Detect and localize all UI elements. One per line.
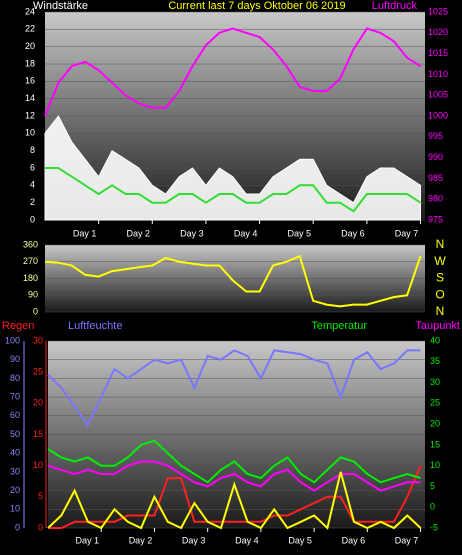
y-tick-label: 30	[10, 466, 20, 476]
x-tick-label: Day 5	[287, 228, 311, 238]
x-tick-label: Day 3	[182, 535, 206, 545]
y-tick-label: 5	[38, 491, 43, 501]
y-tick-label: 12	[25, 110, 35, 120]
y-tick-label: 24	[25, 6, 35, 16]
y-tick-label: 5	[430, 481, 435, 491]
y-tick-label: 14	[25, 93, 35, 103]
x-tick-label: Day 4	[235, 535, 259, 545]
y-tick-label: 0	[15, 522, 20, 532]
y-tick-label: 30	[33, 335, 43, 345]
y-tick-label: 50	[10, 429, 20, 439]
line	[47, 349, 421, 428]
y-tick-label: 1005	[428, 90, 448, 100]
y-tick-label: 0	[38, 522, 43, 532]
y-tick-label: 20	[33, 398, 43, 408]
y-tick-label: 1000	[428, 110, 448, 120]
y-tick-label: 990	[428, 152, 443, 162]
y-tick-label: 40	[10, 448, 20, 458]
x-tick-label: Day 2	[127, 228, 151, 238]
line	[47, 460, 421, 492]
legend-label: Luftfeuchte	[68, 320, 122, 332]
line	[47, 471, 422, 530]
x-tick-label: Day 6	[342, 535, 366, 545]
y-tick-label: 1010	[428, 69, 448, 79]
chart-title: Current last 7 days Oktober 06 2019	[168, 0, 345, 12]
y-tick-label: 18	[25, 58, 35, 68]
y-tick-label: N	[436, 237, 445, 251]
x-tick-label: Day 7	[395, 535, 419, 545]
y-tick-label: 22	[25, 24, 35, 34]
y-tick-label: 35	[430, 356, 440, 366]
y-tick-label: 60	[10, 410, 20, 420]
x-tick-label: Day 4	[234, 228, 258, 238]
y-tick-label: 16	[25, 76, 35, 86]
y-tick-label: 10	[10, 504, 20, 514]
y-tick-label: 8	[30, 145, 35, 155]
y-tick-label: -5	[430, 522, 438, 532]
legend-label: Regen	[2, 320, 34, 332]
x-tick-label: Day 1	[75, 535, 99, 545]
x-tick-label: Day 5	[288, 535, 312, 545]
legend-label: Luftdruck	[372, 0, 418, 12]
y-tick-label: W	[434, 254, 446, 268]
y-tick-label: S	[436, 271, 444, 285]
y-tick-label: 20	[10, 485, 20, 495]
y-tick-label: 15	[33, 429, 43, 439]
y-tick-label: 0	[430, 502, 435, 512]
y-tick-label: 6	[30, 162, 35, 172]
y-tick-label: 2	[30, 197, 35, 207]
y-tick-label: 70	[10, 391, 20, 401]
x-tick-label: Day 3	[180, 228, 204, 238]
x-tick-label: Day 1	[73, 228, 97, 238]
y-tick-label: 270	[23, 256, 38, 266]
line	[44, 254, 422, 308]
y-tick-label: 985	[428, 173, 443, 183]
y-tick-label: N	[436, 304, 445, 318]
line	[45, 167, 422, 213]
y-tick-label: 40	[430, 335, 440, 345]
line	[48, 465, 422, 529]
y-tick-label: 10	[430, 460, 440, 470]
y-tick-label: 90	[28, 290, 38, 300]
line	[44, 27, 422, 117]
y-tick-label: 20	[430, 418, 440, 428]
y-tick-label: 180	[23, 273, 38, 283]
x-tick-label: Day 2	[129, 535, 153, 545]
y-tick-label: 0	[30, 214, 35, 224]
y-tick-label: 1020	[428, 27, 448, 37]
legend-label: Taupunkt	[415, 320, 460, 332]
y-tick-label: 4	[30, 180, 35, 190]
y-tick-label: 80	[10, 373, 20, 383]
y-tick-label: 995	[428, 131, 443, 141]
y-tick-label: 1025	[428, 6, 448, 16]
y-tick-label: 975	[428, 214, 443, 224]
y-tick-label: 980	[428, 194, 443, 204]
y-tick-label: 10	[25, 128, 35, 138]
x-tick-label: Day 6	[341, 228, 365, 238]
y-tick-label: 15	[430, 439, 440, 449]
y-tick-label: 25	[430, 398, 440, 408]
y-tick-label: 10	[33, 460, 43, 470]
y-tick-label: 0	[33, 306, 38, 316]
y-tick-label: O	[435, 287, 444, 301]
line	[47, 439, 421, 484]
y-tick-label: 20	[25, 41, 35, 51]
y-tick-label: 100	[5, 335, 20, 345]
y-tick-label: 1015	[428, 48, 448, 58]
legend-label: Temperatur	[311, 320, 367, 332]
legend-label: Windstärke	[33, 0, 88, 12]
y-tick-label: 90	[10, 354, 20, 364]
y-tick-label: 30	[430, 377, 440, 387]
y-tick-label: 25	[33, 367, 43, 377]
x-tick-label: Day 7	[395, 228, 419, 238]
y-tick-label: 360	[23, 239, 38, 249]
